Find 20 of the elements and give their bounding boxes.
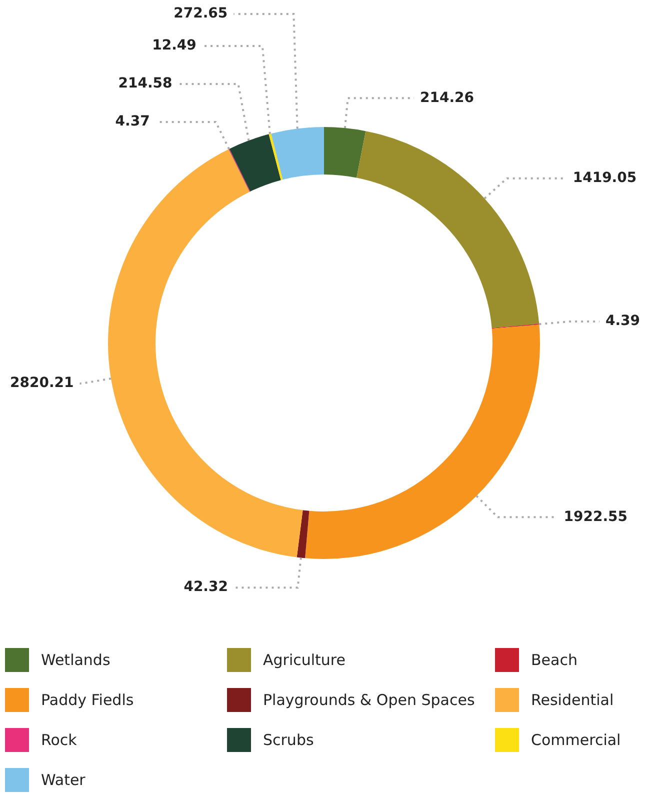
data-label: 1419.05 xyxy=(572,170,637,186)
legend-label: Residential xyxy=(531,691,614,709)
legend-label: Rock xyxy=(41,731,77,749)
data-label: 2820.21 xyxy=(10,375,74,392)
legend-label: Beach xyxy=(531,651,578,669)
data-label: 214.58 xyxy=(118,76,172,92)
data-label: 4.39 xyxy=(605,313,640,330)
data-label: 42.32 xyxy=(184,579,228,596)
legend-label: Wetlands xyxy=(41,651,110,669)
legend-label: Commercial xyxy=(531,731,621,749)
data-label: 12.49 xyxy=(152,38,196,54)
legend-label: Scrubs xyxy=(263,731,314,749)
data-label: 214.26 xyxy=(420,90,474,106)
legend-label: Water xyxy=(41,771,86,789)
legend-label: Agriculture xyxy=(263,651,346,669)
data-label: 1922.55 xyxy=(564,508,628,525)
legend-label: Playgrounds & Open Spaces xyxy=(263,691,475,709)
data-label: 272.65 xyxy=(174,6,228,22)
legend-label: Paddy Fiedls xyxy=(41,691,134,709)
data-label: 4.37 xyxy=(115,114,150,130)
